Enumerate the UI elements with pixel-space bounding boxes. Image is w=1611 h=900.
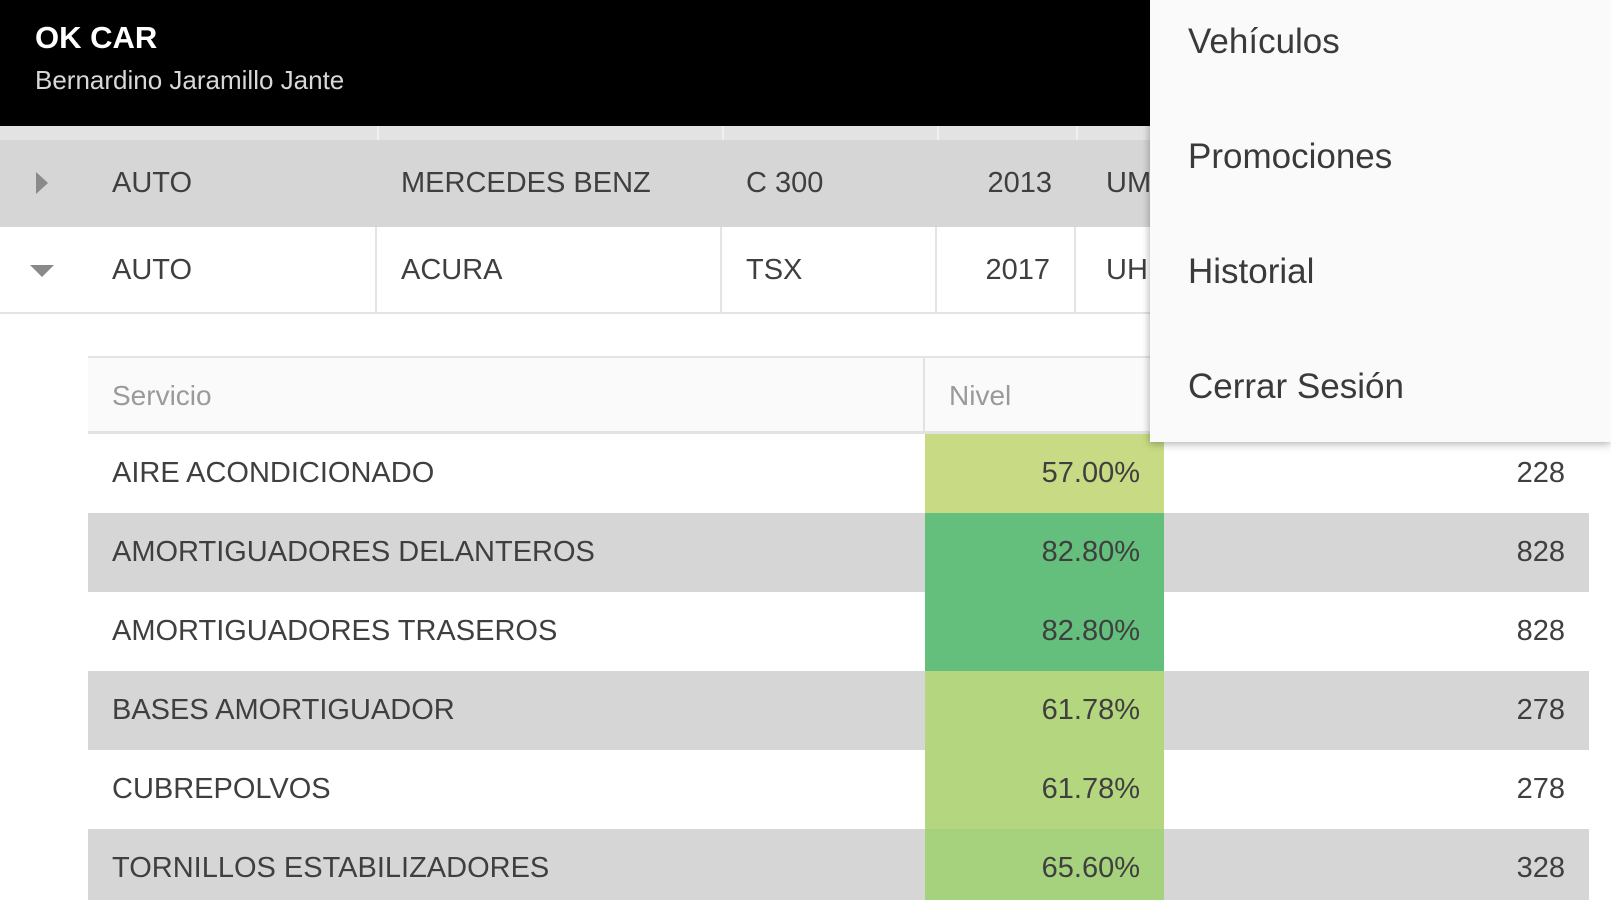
vehicle-type: AUTO xyxy=(0,227,377,314)
service-level: 61.78% xyxy=(925,671,1164,750)
service-row: AMORTIGUADORES DELANTEROS 82.80% 828 xyxy=(88,513,1589,592)
service-name: TORNILLOS ESTABILIZADORES xyxy=(112,852,550,884)
user-name: Bernardino Jaramillo Jante xyxy=(35,65,345,95)
service-amount: 828 xyxy=(1516,615,1565,647)
service-amount: 278 xyxy=(1516,773,1565,805)
service-level: 82.80% xyxy=(925,513,1164,592)
service-amount: 228 xyxy=(1516,457,1565,489)
service-amount: 328 xyxy=(1516,852,1565,884)
service-amount: 278 xyxy=(1516,694,1565,726)
menu-item-promociones[interactable]: Promociones xyxy=(1188,137,1393,176)
vehicle-model: TSX xyxy=(722,227,937,314)
service-amount: 828 xyxy=(1516,536,1565,568)
vehicle-year: 2017 xyxy=(937,227,1076,314)
service-level: 82.80% xyxy=(925,592,1164,671)
vehicle-plate: UM xyxy=(1106,167,1150,199)
app-title: OK CAR xyxy=(35,20,158,55)
column-header-service[interactable]: Servicio xyxy=(112,380,212,411)
service-name: BASES AMORTIGUADOR xyxy=(112,694,455,726)
vehicle-type: AUTO xyxy=(112,167,193,199)
service-row: TORNILLOS ESTABILIZADORES 65.60% 328 xyxy=(88,829,1589,900)
service-name: AMORTIGUADORES TRASEROS xyxy=(112,615,558,647)
expand-row-icon[interactable] xyxy=(30,140,60,227)
vehicles-table: AUTO MERCEDES BENZ C 300 2013 UM AUTO AC… xyxy=(0,126,1611,314)
vehicle-brand: MERCEDES BENZ xyxy=(401,167,651,199)
service-name: AIRE ACONDICIONADO xyxy=(112,457,435,489)
service-name: CUBREPOLVOS xyxy=(112,773,331,805)
vehicle-plate: UH xyxy=(1106,254,1148,286)
collapse-row-icon[interactable] xyxy=(30,227,60,314)
vehicle-model: C 300 xyxy=(746,167,824,199)
menu-item-vehiculos[interactable]: Vehículos xyxy=(1188,22,1340,61)
service-name: AMORTIGUADORES DELANTEROS xyxy=(112,536,595,568)
vehicle-brand: ACURA xyxy=(377,227,722,314)
services-table: Servicio Nivel AIRE ACONDICIONADO 57.00%… xyxy=(88,356,1589,900)
overflow-menu: Vehículos Promociones Historial Cerrar S… xyxy=(1150,0,1611,442)
service-row: BASES AMORTIGUADOR 61.78% 278 xyxy=(88,671,1589,750)
service-level: 65.60% xyxy=(925,829,1164,900)
column-header-level[interactable]: Nivel xyxy=(949,380,1012,411)
service-level: 61.78% xyxy=(925,750,1164,829)
menu-item-cerrar-sesion[interactable]: Cerrar Sesión xyxy=(1188,367,1404,406)
service-level: 57.00% xyxy=(925,434,1164,513)
service-row: CUBREPOLVOS 61.78% 278 xyxy=(88,750,1589,829)
service-row: AIRE ACONDICIONADO 57.00% 228 xyxy=(88,434,1589,513)
menu-item-historial[interactable]: Historial xyxy=(1188,252,1315,291)
vehicle-year: 2013 xyxy=(987,167,1052,199)
service-row: AMORTIGUADORES TRASEROS 82.80% 828 xyxy=(88,592,1589,671)
